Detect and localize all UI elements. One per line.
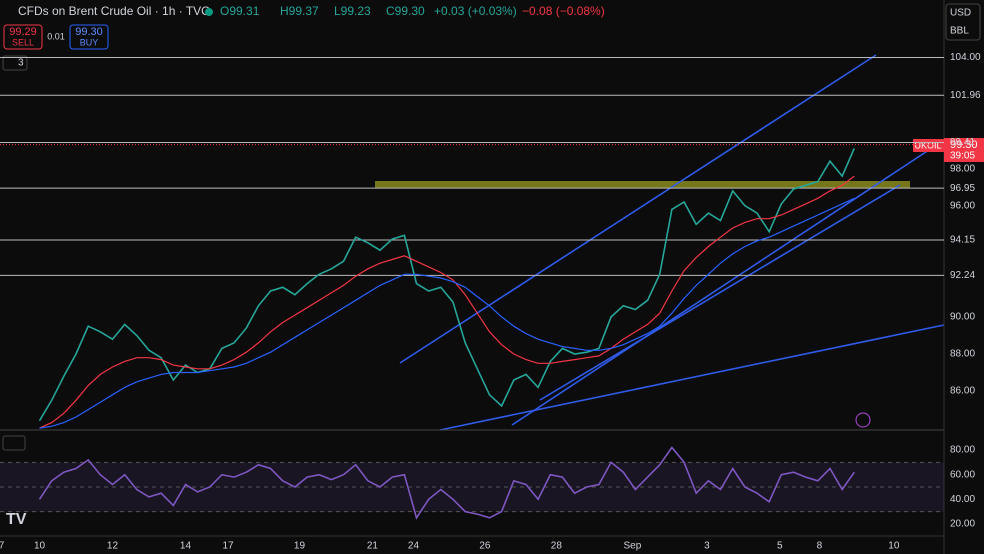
- ohlc-low: L99.23: [334, 4, 371, 18]
- y-tick-label: 92.24: [950, 270, 975, 281]
- x-tick-label: 26: [479, 541, 491, 552]
- y-tick-label: 101.96: [950, 90, 981, 101]
- indicator-toggle[interactable]: [2, 55, 28, 71]
- x-tick-label: 14: [180, 541, 192, 552]
- symbol: UKOIL: [914, 140, 941, 150]
- x-tick-label: 28: [551, 541, 563, 552]
- ohlc-close: C99.30: [386, 4, 425, 18]
- countdown: 39:05: [950, 151, 975, 162]
- y-tick-label: 90.00: [950, 312, 975, 323]
- title: CFDs on Brent Crude Oil · 1h · TVC: [18, 4, 210, 18]
- last-price: 99.30: [950, 139, 978, 151]
- series-line: [38, 446, 855, 520]
- x-tick-label: Sep: [623, 541, 641, 552]
- x-tick-label: 24: [408, 541, 420, 552]
- x-tick-label: 17: [222, 541, 234, 552]
- logo: TV: [6, 511, 27, 528]
- ohlc-open: O99.31: [220, 4, 260, 18]
- buy-price[interactable]: 99.30: [75, 26, 103, 38]
- y-tick-label: 40.00: [950, 494, 975, 505]
- unit-box[interactable]: [945, 3, 981, 41]
- x-tick-label: 19: [294, 541, 306, 552]
- trend-lines: [399, 54, 945, 431]
- buy-button[interactable]: [69, 24, 109, 50]
- x-tick-label: 5: [777, 541, 783, 552]
- x-tick-label: 12: [107, 541, 119, 552]
- unit[interactable]: BBL: [950, 26, 969, 37]
- change2: −0.08 (−0.08%): [522, 4, 605, 18]
- x-tick-label: 7: [0, 541, 5, 552]
- x-tick-label: 10: [888, 541, 900, 552]
- x-tick-label: 21: [367, 541, 379, 552]
- y-tick-label: 88.00: [950, 349, 975, 360]
- series-line: [39, 175, 855, 429]
- sell-price[interactable]: 99.29: [9, 26, 37, 38]
- y-tick-label: 86.00: [950, 386, 975, 397]
- sell-button[interactable]: [3, 24, 43, 50]
- zone: [375, 181, 910, 188]
- buy-label[interactable]: BUY: [80, 37, 99, 47]
- indicator-count[interactable]: 3: [18, 58, 24, 69]
- x-tick-label: 3: [704, 541, 710, 552]
- currency[interactable]: USD: [950, 8, 971, 19]
- price-tag: [944, 138, 984, 162]
- alert-icon[interactable]: [855, 412, 871, 428]
- sell-label[interactable]: SELL: [12, 37, 34, 47]
- y-tick-label: 99.41: [950, 137, 975, 148]
- series-line: [38, 147, 856, 422]
- y-tick-label: 80.00: [950, 445, 975, 456]
- change: +0.03 (+0.03%): [434, 4, 517, 18]
- series-line: [39, 197, 855, 429]
- ohlc-high: H99.37: [280, 4, 319, 18]
- y-tick-label: 60.00: [950, 469, 975, 480]
- y-tick-label: 104.00: [950, 52, 981, 63]
- y-tick-label: 20.00: [950, 519, 975, 530]
- y-tick-label: 94.15: [950, 235, 975, 246]
- collapse-toggle[interactable]: [2, 435, 26, 451]
- x-tick-label: 8: [817, 541, 823, 552]
- y-tick-label: 96.00: [950, 200, 975, 211]
- y-tick-label: 96.95: [950, 183, 975, 194]
- y-tick-label: 98.00: [950, 163, 975, 174]
- status-dot: [205, 8, 213, 16]
- spread: 0.01: [47, 31, 65, 41]
- x-tick-label: 10: [34, 541, 46, 552]
